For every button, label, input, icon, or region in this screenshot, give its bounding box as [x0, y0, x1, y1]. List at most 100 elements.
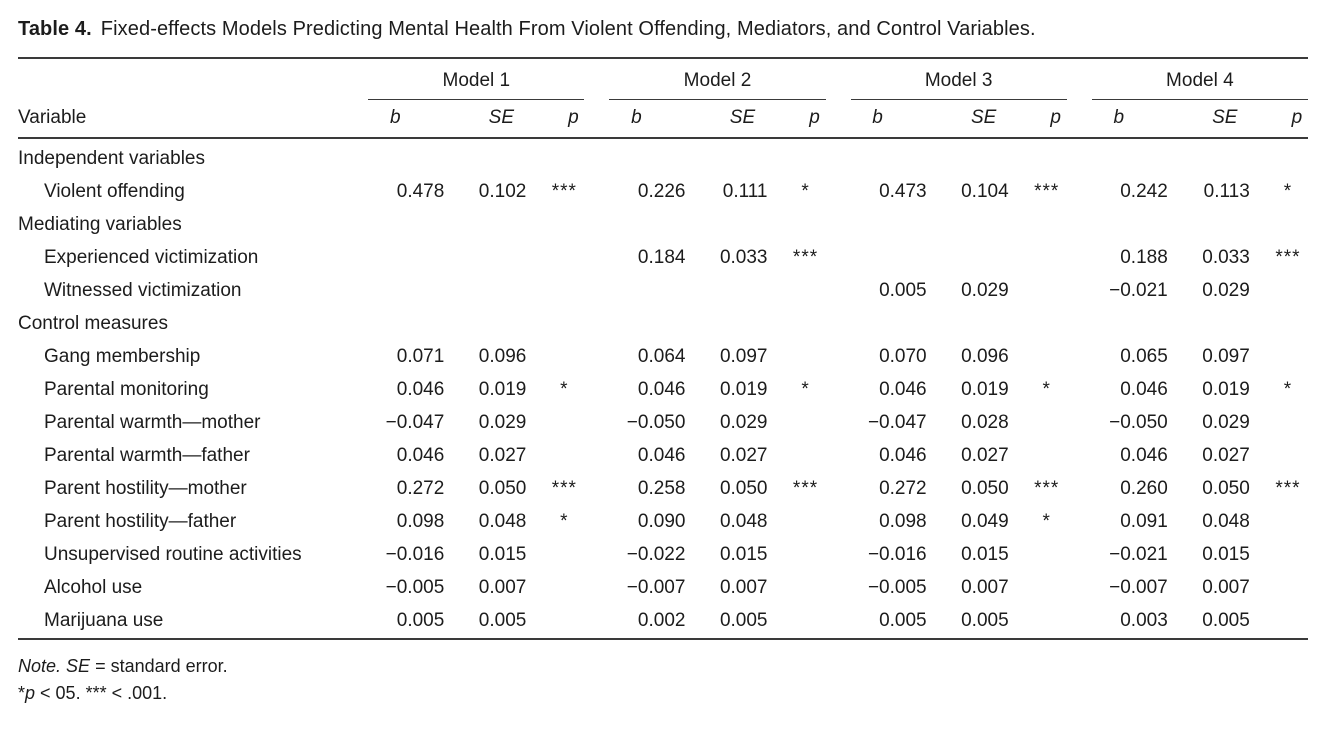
column-spacer	[1067, 572, 1092, 605]
p-significance	[532, 138, 584, 176]
variable-row: Parental warmth—father 0.046 0.027 0.046 0.0…	[18, 440, 1308, 473]
p-significance	[1256, 308, 1308, 341]
note-abbreviation-line: Note. SE = standard error.	[18, 653, 1308, 680]
se-column-header: SE	[691, 99, 774, 139]
model-3-header: Model 3	[850, 58, 1067, 100]
p-significance	[1015, 440, 1067, 473]
column-spacer	[1067, 374, 1092, 407]
variable-label: Alcohol use	[44, 577, 143, 598]
p-significance	[532, 209, 584, 242]
model-1-header: Model 1	[368, 58, 585, 100]
se-value: 0.007	[1202, 577, 1250, 598]
p-significance	[1015, 572, 1067, 605]
se-value	[691, 209, 773, 242]
column-spacer	[584, 341, 609, 374]
column-spacer	[826, 572, 851, 605]
se-value: 0.049	[961, 511, 1009, 532]
b-value: 0.070	[879, 346, 927, 367]
b-value	[1092, 308, 1174, 341]
column-spacer	[1067, 138, 1092, 176]
table-notes: Note. SE = standard error. *p < 05. *** …	[18, 653, 1308, 707]
b-value: 0.188	[1120, 247, 1168, 268]
b-value: 0.258	[637, 478, 686, 499]
variable-row: Gang membership 0.071 0.096 0.064 0.097 0.070…	[18, 341, 1308, 374]
b-value: 0.046	[396, 445, 445, 466]
p-significance	[532, 572, 584, 605]
variable-row: Alcohol use −0.005 0.007 −0.007 0.007 −0.005 0…	[18, 572, 1308, 605]
header-corner-cell	[18, 58, 368, 100]
se-value	[1174, 138, 1256, 176]
variable-label: Parental monitoring	[44, 379, 209, 400]
p-significance	[532, 440, 584, 473]
column-spacer	[1067, 176, 1092, 209]
p-significance	[1256, 209, 1308, 242]
p-significance	[1015, 138, 1067, 176]
p-significance	[774, 506, 826, 539]
fixed-effects-table: Model 1 Model 2 Model 3 Model 4 Variable…	[18, 57, 1308, 640]
se-value: 0.015	[478, 544, 527, 565]
se-value	[933, 209, 1015, 242]
column-spacer	[826, 275, 851, 308]
b-value	[609, 209, 691, 242]
p-significance: ***	[551, 478, 577, 499]
p-significance	[1015, 605, 1067, 639]
se-value: 0.048	[478, 511, 527, 532]
b-value: −0.047	[385, 412, 445, 433]
se-value: 0.097	[1202, 346, 1250, 367]
b-value: 0.226	[637, 181, 686, 202]
b-value: −0.005	[385, 577, 445, 598]
p-column-header: p	[1255, 99, 1308, 139]
table-number-label: Table 4.	[18, 18, 92, 40]
column-spacer	[584, 308, 609, 341]
b-value: 0.478	[396, 181, 445, 202]
section-label: Mediating variables	[18, 214, 182, 235]
column-spacer	[584, 473, 609, 506]
column-spacer	[826, 58, 851, 100]
se-value	[450, 308, 532, 341]
column-spacer	[1067, 605, 1092, 639]
column-spacer	[584, 440, 609, 473]
p-column-header: p	[773, 99, 826, 139]
se-value	[691, 138, 773, 176]
b-column-header: b	[850, 99, 933, 139]
b-value: −0.050	[626, 412, 686, 433]
se-value: 0.019	[478, 379, 527, 400]
b-value: 0.046	[1120, 445, 1168, 466]
se-value	[450, 138, 532, 176]
se-value: 0.033	[719, 247, 768, 268]
model-header-row: Model 1 Model 2 Model 3 Model 4	[18, 58, 1308, 100]
b-value: −0.016	[385, 544, 445, 565]
variable-row: Marijuana use 0.005 0.005 0.002 0.005 0.005 0.…	[18, 605, 1308, 639]
se-value: 0.015	[961, 544, 1009, 565]
se-value	[691, 275, 773, 308]
p-significance	[532, 242, 584, 275]
column-spacer	[584, 506, 609, 539]
p-significance: ***	[1275, 247, 1301, 268]
se-column-header: SE	[1173, 99, 1256, 139]
column-spacer	[584, 572, 609, 605]
p-significance: ***	[792, 247, 819, 268]
b-value: 0.184	[637, 247, 686, 268]
p-significance	[774, 275, 826, 308]
b-value: −0.050	[1109, 412, 1168, 433]
b-value: 0.091	[1120, 511, 1168, 532]
b-column-header: b	[1091, 99, 1174, 139]
variable-row: Parental warmth—mother −0.047 0.029 −0.050 0…	[18, 407, 1308, 440]
variable-row: Violent offending 0.478 0.102 *** 0.226 0.111…	[18, 176, 1308, 209]
column-spacer	[1067, 407, 1092, 440]
p-significance: *	[560, 379, 569, 400]
p-significance: *	[1042, 379, 1051, 400]
column-spacer	[826, 176, 851, 209]
b-value	[368, 308, 450, 341]
p-significance	[532, 605, 584, 639]
column-spacer	[826, 506, 851, 539]
se-value: 0.007	[719, 577, 768, 598]
se-value	[450, 209, 532, 242]
model-2-header: Model 2	[609, 58, 826, 100]
section-row: Independent variables	[18, 138, 1308, 176]
b-value: 0.473	[879, 181, 927, 202]
se-value: 0.028	[961, 412, 1009, 433]
se-value: 0.097	[719, 346, 768, 367]
se-value: 0.007	[961, 577, 1009, 598]
se-value: 0.050	[1202, 478, 1250, 499]
